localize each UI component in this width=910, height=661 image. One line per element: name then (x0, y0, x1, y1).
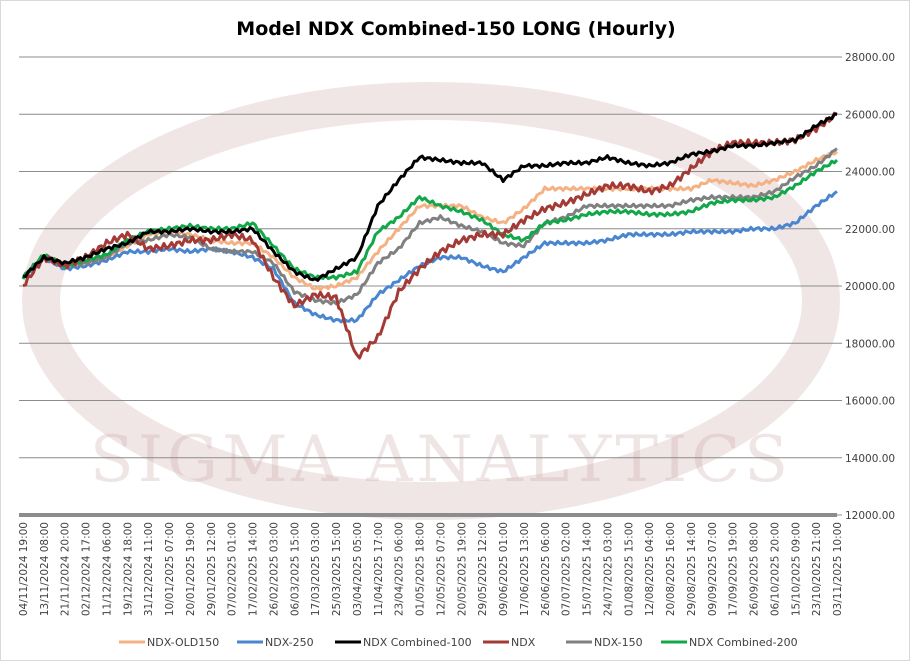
y-tick-label: 22000.00 (845, 224, 895, 236)
x-tick-label: 29/05/2025 12:00 (477, 522, 489, 616)
series-line-ndx-150 (21, 147, 838, 306)
y-tick-label: 16000.00 (845, 396, 895, 408)
x-tick-label: 29/08/2025 14:00 (686, 522, 698, 616)
x-tick-label: 26/06/2025 06:00 (540, 522, 552, 616)
x-tick-label: 13/11/2024 08:00 (39, 522, 51, 616)
x-tick-label: 01/05/2025 18:00 (415, 522, 427, 616)
series-line-ndx-combined-100 (22, 112, 838, 282)
x-tick-label: 23/10/2025 21:00 (811, 522, 823, 616)
x-tick-label: 09/06/2025 01:00 (498, 522, 510, 616)
x-tick-label: 15/07/2025 14:00 (582, 522, 594, 616)
x-tick-label: 23/04/2025 06:00 (394, 522, 406, 616)
legend-label: NDX-OLD150 (147, 636, 219, 649)
x-tick-label: 03/11/2025 10:00 (832, 522, 844, 616)
x-tick-label: 29/01/2025 12:00 (206, 522, 218, 616)
x-tick-label: 17/06/2025 13:00 (519, 522, 531, 616)
x-tick-label: 02/12/2024 17:00 (81, 522, 93, 616)
x-tick-label: 20/01/2025 19:00 (185, 522, 197, 616)
y-tick-label: 28000.00 (845, 52, 895, 64)
x-tick-label: 19/12/2024 18:00 (122, 522, 134, 616)
x-tick-label: 26/02/2025 03:00 (268, 522, 280, 616)
legend-item: NDX Combined-200 (661, 636, 798, 649)
x-tick-label: 04/11/2024 19:00 (18, 522, 30, 616)
x-tick-label: 20/05/2025 19:00 (456, 522, 468, 616)
x-tick-label: 01/08/2025 15:00 (623, 522, 635, 616)
legend-label: NDX Combined-200 (689, 636, 798, 649)
series-line-ndx (22, 111, 838, 360)
y-tick-label: 14000.00 (845, 453, 895, 465)
x-tick-label: 12/08/2025 04:00 (644, 522, 656, 616)
series-line-ndx-250 (22, 190, 838, 324)
x-tick-label: 17/09/2025 19:00 (728, 522, 740, 616)
x-tick-label: 20/08/2025 16:00 (665, 522, 677, 616)
y-tick-label: 18000.00 (845, 338, 895, 350)
x-tick-label: 11/04/2025 17:00 (373, 522, 385, 616)
legend-label: NDX (511, 636, 536, 649)
y-tick-label: 26000.00 (845, 109, 895, 121)
x-tick-label: 06/10/2025 20:00 (769, 522, 781, 616)
watermark-text: SIGMA ANALYTICS (90, 423, 792, 497)
x-tick-label: 17/03/2025 03:00 (310, 522, 322, 616)
x-tick-label: 21/11/2024 20:00 (60, 522, 72, 616)
legend-item: NDX Combined-100 (335, 636, 472, 649)
x-tick-label: 03/04/2025 05:00 (352, 522, 364, 616)
x-tick-label: 25/03/2025 15:00 (331, 522, 343, 616)
x-tick-label: 11/12/2024 06:00 (101, 522, 113, 616)
chart-title: Model NDX Combined-150 LONG (Hourly) (236, 18, 675, 40)
x-tick-label: 07/07/2025 02:00 (561, 522, 573, 616)
legend-item: NDX (483, 636, 536, 649)
legend-label: NDX Combined-100 (363, 636, 472, 649)
x-tick-label: 26/09/2025 08:00 (749, 522, 761, 616)
x-tick-label: 15/10/2025 09:00 (790, 522, 802, 616)
legend-item: NDX-OLD150 (119, 636, 219, 649)
watermark-logo: SIGMA ANALYTICS (22, 82, 840, 520)
y-tick-label: 20000.00 (845, 281, 895, 293)
x-tick-label: 12/05/2025 07:00 (435, 522, 447, 616)
watermark-swoosh (22, 82, 840, 520)
legend-label: NDX-250 (265, 636, 314, 649)
x-tick-label: 31/12/2024 11:00 (143, 522, 155, 616)
legend-item: NDX-250 (237, 636, 314, 649)
x-tick-label: 06/03/2025 15:00 (289, 522, 301, 616)
legend-label: NDX-150 (594, 636, 643, 649)
x-tick-label: 10/01/2025 07:00 (164, 522, 176, 616)
y-tick-label: 24000.00 (845, 167, 895, 179)
x-tick-label: 09/09/2025 07:00 (707, 522, 719, 616)
y-tick-label: 12000.00 (845, 510, 895, 522)
x-tick-label: 17/02/2025 14:00 (248, 522, 260, 616)
x-tick-label: 24/07/2025 03:00 (602, 522, 614, 616)
x-tick-label: 07/02/2025 01:00 (227, 522, 239, 616)
legend-item: NDX-150 (566, 636, 643, 649)
